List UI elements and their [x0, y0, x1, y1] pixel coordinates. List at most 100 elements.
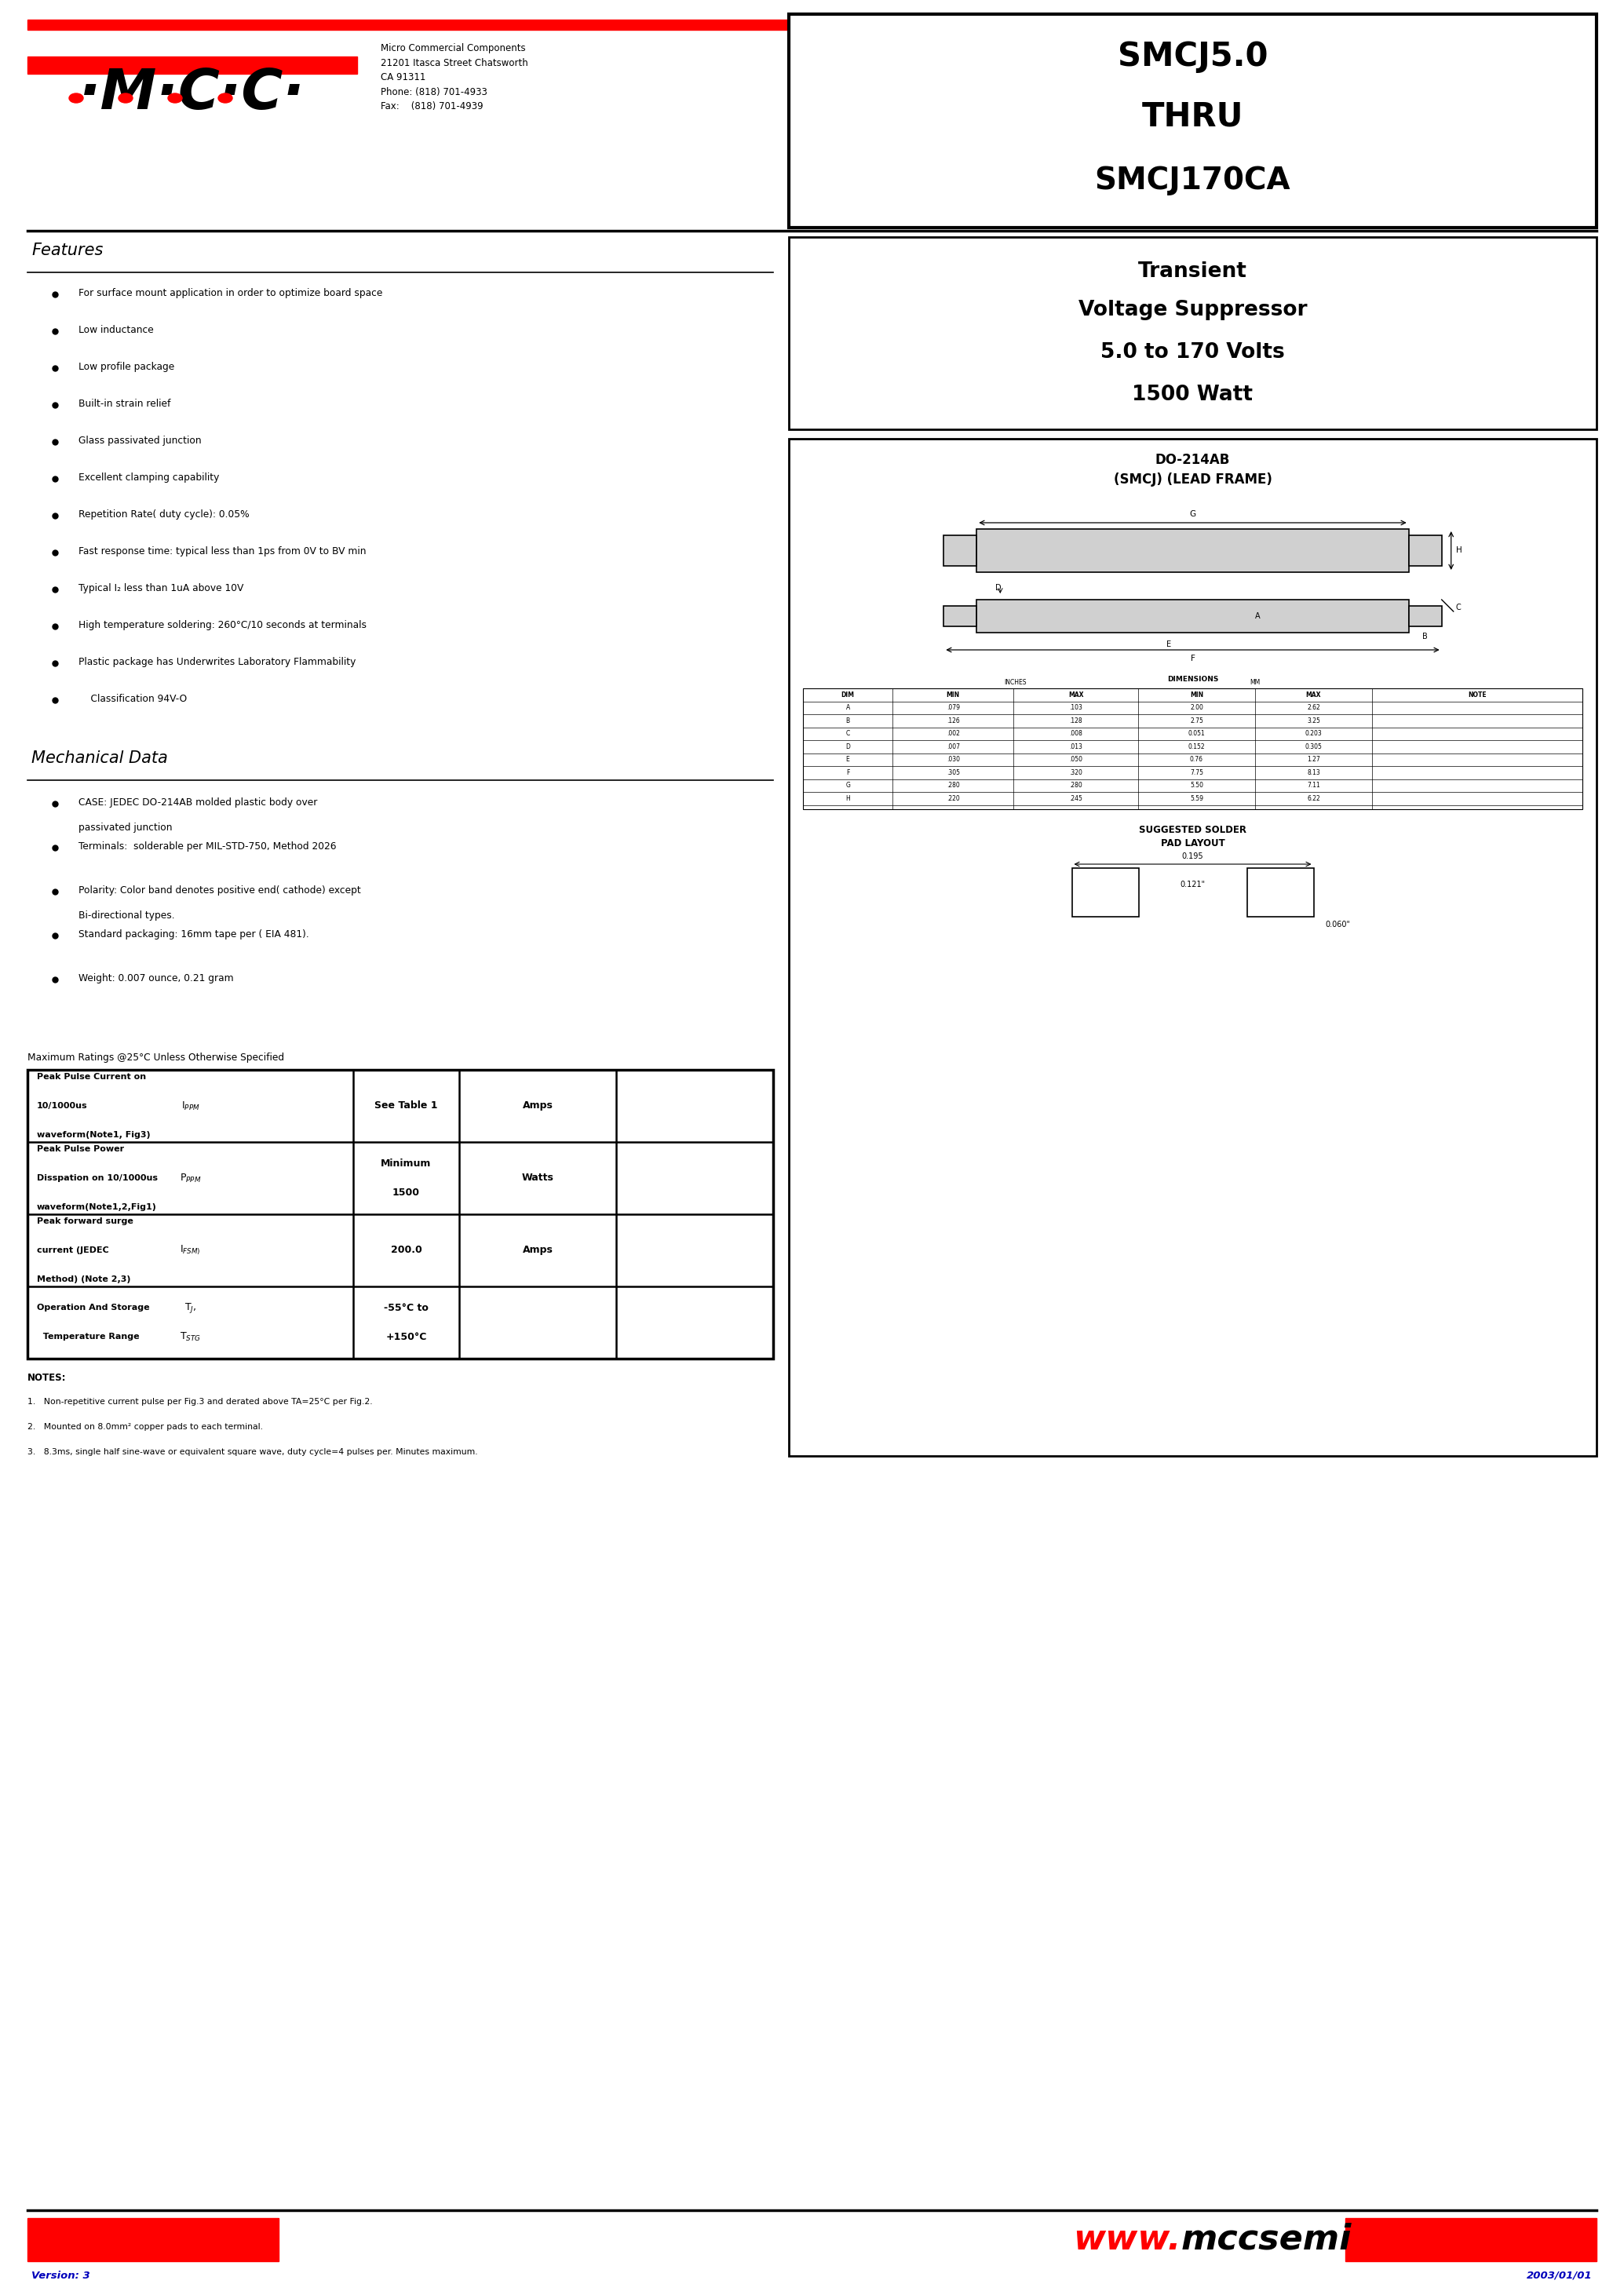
Text: 1.27: 1.27 — [1307, 755, 1320, 764]
Text: 5.59: 5.59 — [1190, 794, 1203, 801]
Text: 2.   Mounted on 8.0mm² copper pads to each terminal.: 2. Mounted on 8.0mm² copper pads to each… — [28, 1423, 263, 1430]
Text: Minimum: Minimum — [382, 1159, 432, 1168]
Text: Watts: Watts — [521, 1173, 554, 1184]
Text: .280: .280 — [1069, 783, 1082, 789]
Bar — [789, 236, 1596, 429]
Text: Amps: Amps — [523, 1102, 552, 1111]
Text: 0.051: 0.051 — [1189, 730, 1205, 737]
Text: 3.25: 3.25 — [1307, 718, 1320, 725]
Text: Fast response time: typical less than 1ps from 0V to BV min: Fast response time: typical less than 1p… — [78, 546, 365, 555]
Text: 5.50: 5.50 — [1190, 783, 1203, 789]
Text: current (JEDEC: current (JEDEC — [37, 1246, 109, 1255]
Text: 6.22: 6.22 — [1307, 794, 1320, 801]
Text: Maximum Ratings @25°C Unless Otherwise Specified: Maximum Ratings @25°C Unless Otherwise S… — [28, 1053, 284, 1063]
Text: NOTE: NOTE — [1468, 691, 1486, 698]
Ellipse shape — [70, 94, 83, 103]
Text: B: B — [1423, 633, 1427, 640]
Text: .245: .245 — [1069, 794, 1082, 801]
Text: D: D — [996, 583, 1002, 592]
Bar — [28, 1069, 773, 1359]
Text: INCHES: INCHES — [1004, 679, 1026, 686]
Text: .com: .com — [1471, 2224, 1566, 2256]
Text: .128: .128 — [1069, 718, 1082, 725]
Text: Polarity: Color band denotes positive end( cathode) except: Polarity: Color band denotes positive en… — [78, 886, 361, 895]
Text: SMCJ170CA: SMCJ170CA — [1095, 165, 1291, 195]
Text: Voltage Suppressor: Voltage Suppressor — [1078, 301, 1307, 321]
Text: B: B — [846, 718, 849, 725]
Text: .103: .103 — [1069, 705, 1082, 711]
Text: 7.75: 7.75 — [1190, 769, 1203, 776]
Text: I$_{PPM}$: I$_{PPM}$ — [180, 1099, 200, 1111]
Text: Bi-directional types.: Bi-directional types. — [78, 911, 175, 920]
Text: 10/1000us: 10/1000us — [37, 1102, 88, 1111]
Text: Mechanical Data: Mechanical Data — [31, 750, 167, 767]
Text: .007: .007 — [947, 744, 960, 750]
Text: Built-in strain relief: Built-in strain relief — [78, 399, 171, 409]
Text: F: F — [1190, 654, 1195, 663]
Text: 1500 Watt: 1500 Watt — [1132, 386, 1254, 404]
Bar — [28, 57, 357, 73]
Text: Method) (Note 2,3): Method) (Note 2,3) — [37, 1276, 130, 1283]
Text: 5.0 to 170 Volts: 5.0 to 170 Volts — [1101, 342, 1285, 363]
Text: Low profile package: Low profile package — [78, 363, 174, 372]
Text: .220: .220 — [947, 794, 960, 801]
Text: Excellent clamping capability: Excellent clamping capability — [78, 473, 219, 482]
Text: Version: 3: Version: 3 — [31, 2270, 89, 2281]
Text: +150°C: +150°C — [385, 1331, 427, 1343]
Text: Peak Pulse Power: Peak Pulse Power — [37, 1145, 123, 1152]
Text: Transient: Transient — [1138, 262, 1247, 282]
Text: H: H — [846, 794, 849, 801]
Text: MM: MM — [1250, 679, 1260, 686]
Text: 2003/01/01: 2003/01/01 — [1527, 2270, 1593, 2281]
Text: .002: .002 — [947, 730, 960, 737]
Text: 0.203: 0.203 — [1306, 730, 1322, 737]
Text: 0.305: 0.305 — [1306, 744, 1322, 750]
Text: A: A — [1255, 613, 1260, 620]
Text: 0.76: 0.76 — [1190, 755, 1203, 764]
Text: 0.152: 0.152 — [1189, 744, 1205, 750]
Text: Terminals:  solderable per MIL-STD-750, Method 2026: Terminals: solderable per MIL-STD-750, M… — [78, 842, 336, 851]
Text: -55°C to: -55°C to — [383, 1304, 429, 1313]
Bar — [1408, 535, 1442, 565]
Text: P$_{PPM}$: P$_{PPM}$ — [180, 1173, 201, 1184]
Text: Plastic package has Underwrites Laboratory Flammability: Plastic package has Underwrites Laborato… — [78, 656, 356, 668]
Text: .305: .305 — [947, 769, 960, 776]
Text: 7.11: 7.11 — [1307, 783, 1320, 789]
Text: Glass passivated junction: Glass passivated junction — [78, 436, 201, 445]
Text: 8.13: 8.13 — [1307, 769, 1320, 776]
Text: MAX: MAX — [1306, 691, 1322, 698]
Bar — [1247, 868, 1314, 916]
Text: MIN: MIN — [1190, 691, 1203, 698]
Text: Peak Pulse Current on: Peak Pulse Current on — [37, 1074, 146, 1081]
Text: 3.   8.3ms, single half sine-wave or equivalent square wave, duty cycle=4 pulses: 3. 8.3ms, single half sine-wave or equiv… — [28, 1448, 477, 1455]
Bar — [1408, 606, 1442, 627]
Text: .320: .320 — [1069, 769, 1082, 776]
Text: Low inductance: Low inductance — [78, 326, 154, 335]
Text: Peak forward surge: Peak forward surge — [37, 1216, 133, 1226]
Text: Operation And Storage: Operation And Storage — [37, 1304, 149, 1313]
Text: .280: .280 — [947, 783, 960, 789]
Text: .079: .079 — [947, 705, 960, 711]
Text: H: H — [1455, 546, 1462, 555]
Text: 0.121": 0.121" — [1181, 881, 1205, 888]
Text: mccsemi: mccsemi — [1181, 2224, 1351, 2256]
Text: A: A — [846, 705, 849, 711]
Bar — [789, 14, 1596, 227]
Text: waveform(Note1, Fig3): waveform(Note1, Fig3) — [37, 1131, 151, 1138]
Text: Classification 94V-O: Classification 94V-O — [78, 693, 187, 705]
Text: Repetition Rate( duty cycle): 0.05%: Repetition Rate( duty cycle): 0.05% — [78, 509, 250, 519]
Text: MAX: MAX — [1069, 691, 1083, 698]
Text: Standard packaging: 16mm tape per ( EIA 481).: Standard packaging: 16mm tape per ( EIA … — [78, 929, 309, 939]
Bar — [28, 21, 1596, 30]
Text: .008: .008 — [1069, 730, 1082, 737]
Text: Disspation on 10/1000us: Disspation on 10/1000us — [37, 1175, 158, 1182]
Text: DIMENSIONS: DIMENSIONS — [1168, 675, 1218, 684]
Bar — [976, 530, 1408, 571]
Text: DIM: DIM — [841, 691, 854, 698]
Text: T$_{STG}$: T$_{STG}$ — [180, 1331, 201, 1343]
Text: E: E — [846, 755, 849, 764]
Text: G: G — [846, 783, 849, 789]
Text: Weight: 0.007 ounce, 0.21 gram: Weight: 0.007 ounce, 0.21 gram — [78, 973, 234, 985]
Text: .050: .050 — [1069, 755, 1083, 764]
Text: MIN: MIN — [947, 691, 960, 698]
